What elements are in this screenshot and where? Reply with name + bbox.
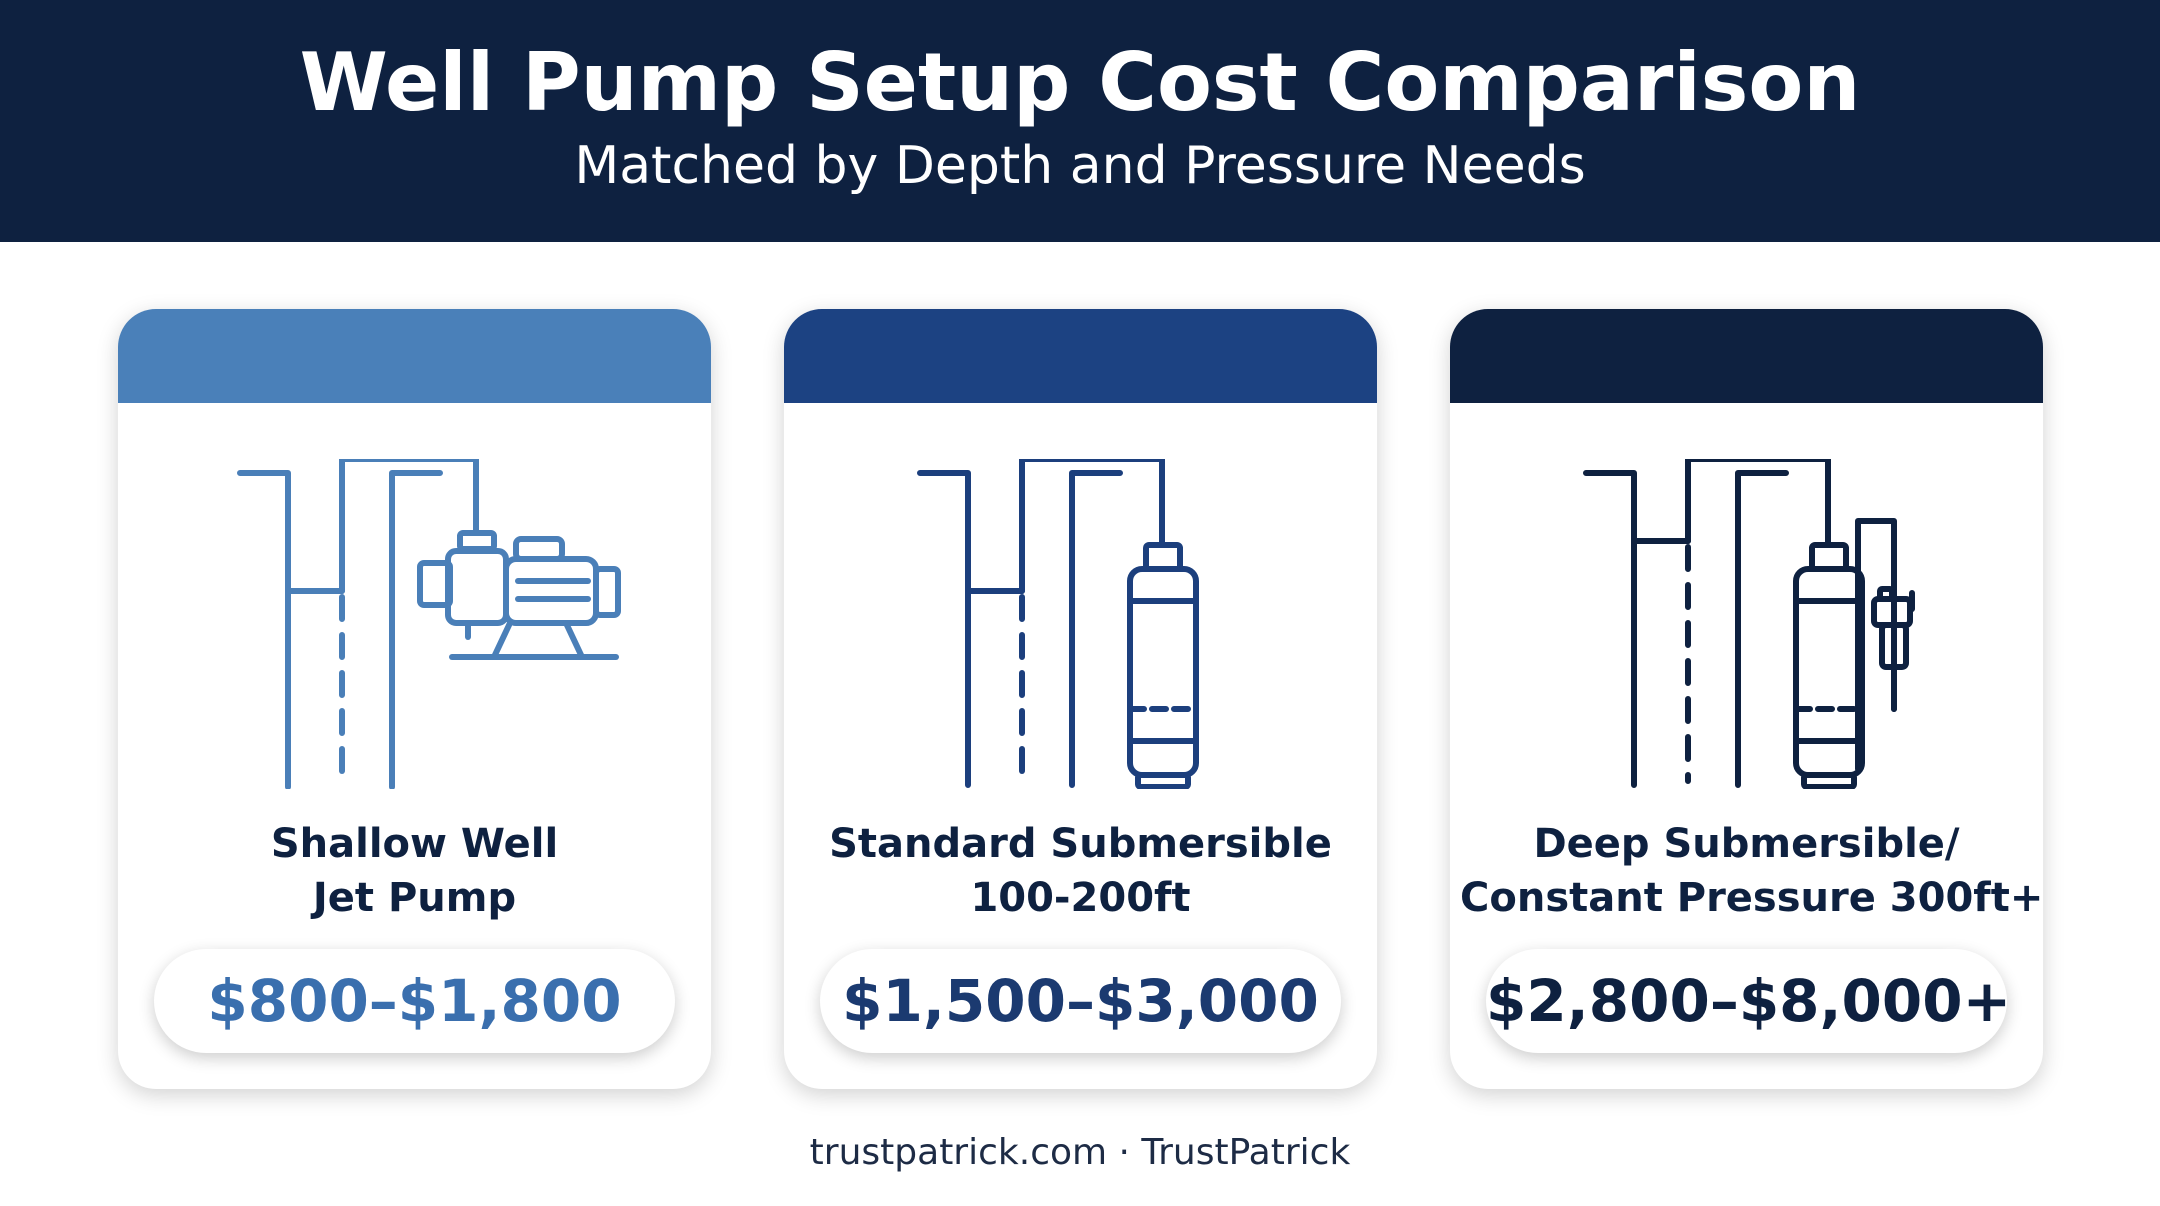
footer-attribution: trustpatrick.com · TrustPatrick — [809, 1132, 1351, 1173]
price-badge: $800–$1,800 — [154, 949, 675, 1053]
card-standard-submersible: Standard Submersible 100-200ft $1,500–$3… — [784, 309, 1377, 1089]
card-title: Shallow Well Jet Pump — [128, 817, 701, 925]
submersible-pump-icon — [917, 459, 1199, 789]
card-title: Deep Submersible/ Constant Pressure 300f… — [1460, 817, 2043, 925]
card-header-band — [1450, 309, 2043, 403]
card-title-line1: Standard Submersible — [829, 821, 1332, 867]
deep-submersible-pump-icon — [1583, 459, 1915, 789]
page-title: Well Pump Setup Cost Comparison — [299, 36, 1861, 129]
page-subtitle: Matched by Depth and Pressure Needs — [574, 136, 1586, 196]
jet-pump-icon — [237, 459, 621, 789]
card-title: Standard Submersible 100-200ft — [794, 817, 1367, 925]
card-header-band — [784, 309, 1377, 403]
price-badge: $2,800–$8,000+ — [1486, 949, 2011, 1053]
card-title-line2: Constant Pressure 300ft+ — [1460, 875, 2043, 921]
card-shallow-well: Shallow Well Jet Pump $800–$1,800 — [118, 309, 711, 1089]
card-deep-submersible: Deep Submersible/ Constant Pressure 300f… — [1450, 309, 2043, 1089]
card-title-line2: Jet Pump — [312, 875, 517, 921]
card-title-line1: Shallow Well — [270, 821, 559, 867]
price-badge: $1,500–$3,000 — [820, 949, 1341, 1053]
card-header-band — [118, 309, 711, 403]
card-title-line1: Deep Submersible/ — [1533, 821, 1960, 867]
card-title-line2: 100-200ft — [970, 875, 1191, 921]
header-banner: Well Pump Setup Cost Comparison Matched … — [0, 0, 2160, 242]
